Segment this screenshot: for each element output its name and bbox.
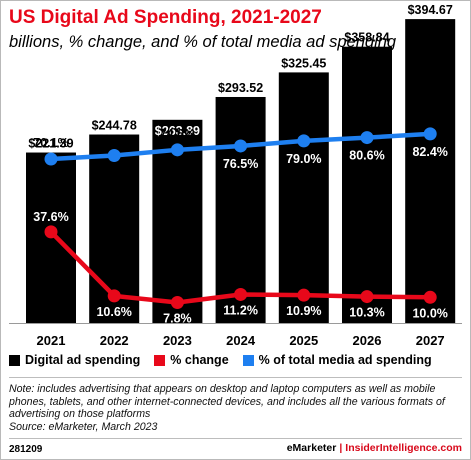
bar-label-2022: $244.78: [92, 119, 137, 133]
change-label-2026: 10.3%: [349, 306, 384, 320]
chart-subtitle: billions, % change, and % of total media…: [9, 33, 397, 51]
change-label-2023: 7.8%: [163, 312, 192, 326]
change-point-2021: [44, 225, 58, 239]
legend-item-share: % of total media ad spending: [242, 353, 432, 367]
bar-2026: [342, 46, 392, 323]
share-point-2027: [423, 127, 437, 141]
share-label-2024: 76.5%: [223, 157, 258, 171]
legend-item-digital: Digital ad spending: [9, 353, 140, 367]
share-label-2025: 79.0%: [286, 152, 321, 166]
chart-note: Note: includes advertising that appears …: [9, 383, 461, 433]
source-text: Source: eMarketer, March 2023: [9, 420, 158, 433]
bar-label-2027: $394.67: [408, 3, 453, 17]
chart-legend: Digital ad spending % change % of total …: [9, 353, 446, 367]
x-tick-2025: 2025: [289, 333, 318, 348]
legend-swatch-change: [154, 354, 166, 366]
footer-divider: [9, 438, 462, 439]
change-label-2024: 11.2%: [223, 303, 258, 317]
share-point-2023: [170, 143, 184, 157]
change-point-2027: [423, 290, 437, 304]
share-label-2023: 74.6%: [160, 127, 195, 141]
change-label-2021: 37.6%: [33, 210, 68, 224]
chart-plot: $221.39 $244.78 $263.89 $293.52 $325.45 $358.…: [9, 3, 462, 348]
change-point-2026: [360, 290, 374, 304]
share-label-2027: 82.4%: [412, 145, 447, 159]
legend-label-share: % of total media ad spending: [258, 353, 432, 367]
chart-id: 281209: [9, 444, 43, 455]
bar-label-2025: $325.45: [281, 56, 326, 70]
x-tick-2027: 2027: [416, 333, 445, 348]
share-label-2021: 70.1%: [33, 136, 68, 150]
share-point-2025: [297, 134, 311, 148]
x-tick-2021: 2021: [37, 333, 66, 348]
legend-swatch-share: [242, 354, 254, 366]
x-tick-2023: 2023: [163, 333, 192, 348]
change-label-2025: 10.9%: [286, 304, 321, 318]
change-point-2024: [234, 287, 248, 301]
legend-label-change: % change: [170, 353, 229, 367]
legend-swatch-digital: [9, 354, 20, 366]
share-point-2026: [360, 131, 374, 145]
change-point-2022: [107, 289, 121, 303]
brand-emarketer: eMarketer: [286, 442, 337, 454]
brand-separator: |: [339, 442, 343, 454]
bar-2024: [215, 96, 266, 324]
bar-2027: [405, 19, 456, 324]
legend-label-digital: Digital ad spending: [25, 353, 141, 367]
bar-label-2023: $263.89: [155, 124, 200, 138]
change-label-2027: 10.0%: [412, 306, 447, 320]
share-point-2022: [107, 149, 121, 163]
share-label-2026: 80.6%: [349, 149, 384, 163]
bar-label-2024: $293.52: [218, 81, 263, 95]
bar-label-2026: $358.84: [344, 31, 389, 45]
change-point-2023: [170, 296, 184, 310]
brand-insider: InsiderIntelligence.com: [345, 442, 462, 454]
share-point-2021: [44, 152, 58, 166]
bar-label-2021: $221.39: [28, 137, 73, 151]
x-tick-2022: 2022: [100, 333, 129, 348]
legend-item-change: % change: [154, 353, 229, 367]
x-tick-2024: 2024: [226, 333, 256, 348]
note-divider: [9, 377, 462, 378]
change-point-2025: [297, 288, 311, 302]
brand-footer: eMarketer | InsiderIntelligence.com: [287, 442, 462, 454]
share-point-2024: [234, 139, 248, 153]
share-label-2022: 71.8%: [96, 133, 131, 147]
x-tick-2026: 2026: [353, 333, 382, 348]
note-text: Note: includes advertising that appears …: [9, 383, 445, 420]
chart-title: US Digital Ad Spending, 2021-2027: [9, 7, 322, 28]
change-label-2022: 10.6%: [96, 305, 131, 319]
bar-2025: [278, 72, 329, 323]
